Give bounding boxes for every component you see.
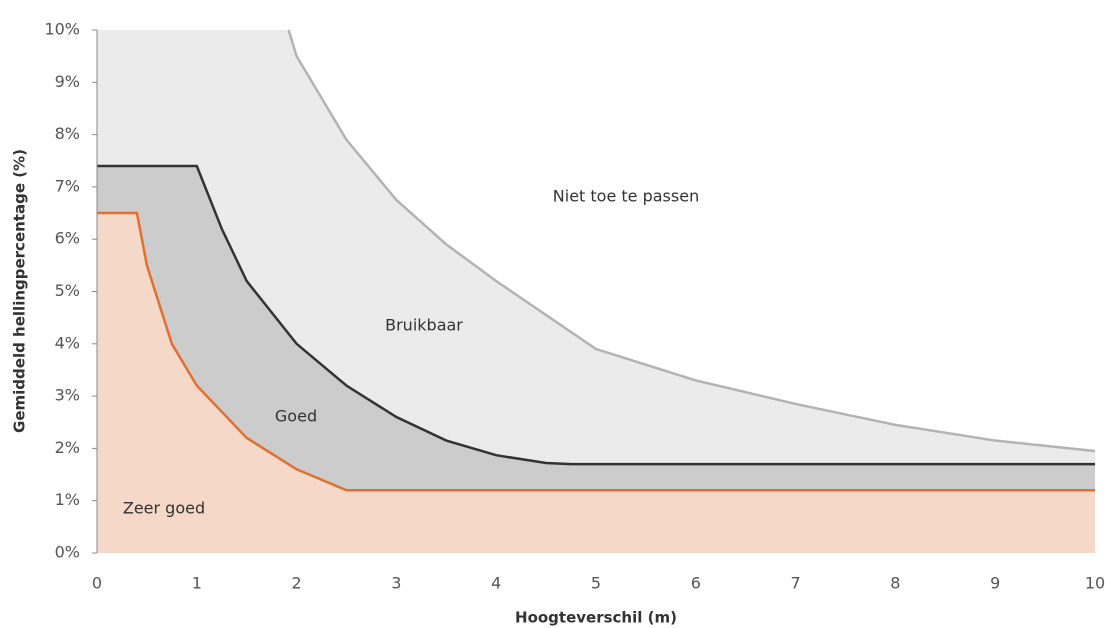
- x-axis-title: Hoogteverschil (m): [515, 609, 677, 627]
- x-tick-label: 6: [691, 574, 701, 593]
- y-axis-title: Gemiddeld hellingpercentage (%): [11, 149, 29, 433]
- region-label: Bruikbaar: [385, 316, 463, 335]
- y-tick-label: 2%: [55, 438, 80, 457]
- y-tick-label: 8%: [55, 124, 80, 143]
- y-tick-label: 5%: [55, 281, 80, 300]
- y-tick-label: 7%: [55, 176, 80, 195]
- x-tick-label: 4: [491, 574, 501, 593]
- x-tick-label: 2: [292, 574, 302, 593]
- y-tick-label: 3%: [55, 386, 80, 405]
- region-label: Zeer goed: [123, 499, 205, 518]
- y-tick-label: 0%: [55, 543, 80, 562]
- y-tick-label: 6%: [55, 229, 80, 248]
- region-label: Niet toe te passen: [553, 187, 699, 206]
- x-tick-label: 7: [791, 574, 801, 593]
- y-tick-label: 1%: [55, 490, 80, 509]
- x-tick-label: 3: [391, 574, 401, 593]
- x-tick-label: 9: [990, 574, 1000, 593]
- y-tick-label: 10%: [44, 20, 80, 39]
- x-tick-label: 1: [192, 574, 202, 593]
- line: [97, 164, 1095, 466]
- x-tick-label: 0: [92, 574, 102, 593]
- line: [287, 29, 1096, 453]
- y-tick-label: 9%: [55, 72, 80, 91]
- line: [97, 211, 1095, 492]
- x-tick-label: 10: [1085, 574, 1105, 593]
- area: [97, 213, 1095, 554]
- y-tick-label: 4%: [55, 333, 80, 352]
- x-tick-label: 5: [591, 574, 601, 593]
- area: [97, 165, 1095, 554]
- x-tick-label: 8: [890, 574, 900, 593]
- region-label: Goed: [275, 407, 317, 426]
